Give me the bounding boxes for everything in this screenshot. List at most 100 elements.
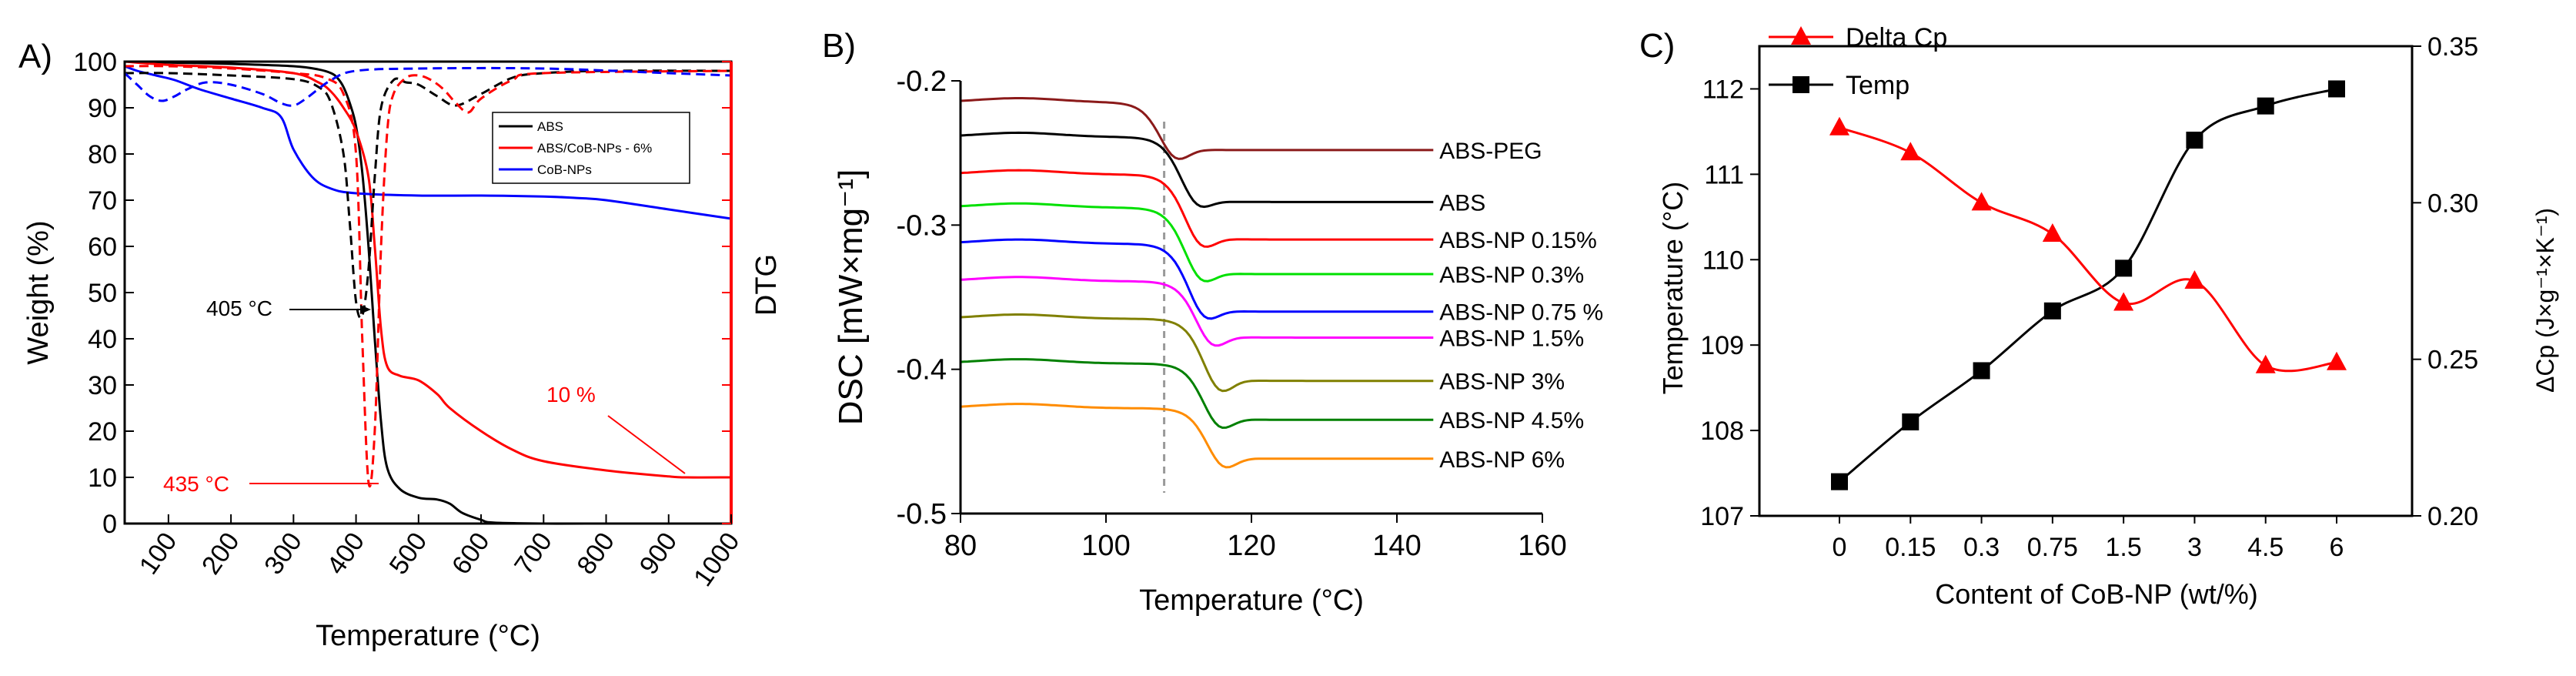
y-tick-label-40: 40 xyxy=(88,325,117,354)
x-tick-label-600: 600 xyxy=(446,527,496,580)
panel-a-letter: A) xyxy=(18,38,52,75)
x-tick-label-0-75: 0.75 xyxy=(2027,533,2078,562)
series-label-abs-np-3: ABS-NP 3% xyxy=(1439,370,1565,395)
x-tick-label-3: 3 xyxy=(2187,533,2202,562)
x-tick-label-0: 0 xyxy=(1833,533,1847,562)
series-delta-cp xyxy=(1839,126,2337,373)
legend-label-cob: CoB-NPs xyxy=(537,162,592,177)
series-label-abs-np-4-5: ABS-NP 4.5% xyxy=(1439,408,1584,433)
series-label-abs-np-6: ABS-NP 6% xyxy=(1439,447,1565,473)
x-tick-label-0-3: 0.3 xyxy=(1963,533,2000,562)
series-label-abs-np-1-5: ABS-NP 1.5% xyxy=(1439,326,1584,351)
panel-a-dtg-label: DTG xyxy=(750,254,783,316)
point-delta-cp-6 xyxy=(2327,351,2347,370)
y-tick-label-108: 108 xyxy=(1700,417,1744,446)
x-tick-label-80: 80 xyxy=(944,530,977,562)
panel-c-x-label: Content of CoB-NP (wt/%) xyxy=(1935,578,2257,610)
series-label-abs-np-0-15: ABS-NP 0.15% xyxy=(1439,228,1597,253)
y-tick-label--0.3: -0.3 xyxy=(897,209,947,242)
point-temp-3 xyxy=(2186,132,2203,149)
x-tick-label-800: 800 xyxy=(571,527,620,580)
panel-b-x-ticks: 80 100 120 140 160 xyxy=(944,514,1567,562)
x-tick-label-700: 700 xyxy=(509,527,558,580)
y-tick-label-60: 60 xyxy=(88,233,117,262)
y-tick-label-50: 50 xyxy=(88,279,117,308)
panel-b-x-label: Temperature (°C) xyxy=(1139,584,1364,617)
series-abs-np-3 xyxy=(960,313,1434,393)
panel-a-tga: A) 100 200 300 400 500 600 700 800 900 1000 0 10 20… xyxy=(18,38,783,652)
point-delta-cp-0-15 xyxy=(1900,142,1921,161)
annotation-405-arrowhead xyxy=(360,305,371,314)
y2-tick-label-0.35: 0.35 xyxy=(2427,32,2478,62)
series-abs-cob-nps-6 xyxy=(124,60,732,479)
x-tick-label-140: 140 xyxy=(1372,530,1421,562)
legend-label-temp: Temp xyxy=(1846,71,1909,100)
series-label-abs: ABS xyxy=(1439,190,1485,216)
y-tick-label-70: 70 xyxy=(88,186,117,216)
y-tick-label-90: 90 xyxy=(88,94,117,123)
y-tick-label-30: 30 xyxy=(88,371,117,400)
point-delta-cp-4-5 xyxy=(2255,354,2276,373)
point-temp-0-75 xyxy=(2043,302,2061,320)
x-tick-label-1000: 1000 xyxy=(688,527,746,592)
x-tick-label-500: 500 xyxy=(384,527,433,580)
x-tick-label-0-15: 0.15 xyxy=(1885,533,1936,562)
point-delta-cp-0-75 xyxy=(2042,223,2063,242)
x-tick-label-200: 200 xyxy=(196,527,246,580)
y-tick-label-107: 107 xyxy=(1700,502,1744,531)
panel-a-y-ticks: 0 10 20 30 40 50 60 70 80 90 100 xyxy=(73,48,731,539)
legend-label-abs-cob: ABS/CoB-NPs - 6% xyxy=(537,141,652,156)
x-tick-label-300: 300 xyxy=(259,527,308,580)
series-label-abs-peg: ABS-PEG xyxy=(1439,139,1542,164)
point-temp-0-15 xyxy=(1902,413,1919,430)
x-tick-label-100: 100 xyxy=(134,527,183,580)
y-tick-label--0.4: -0.4 xyxy=(897,354,947,387)
panel-a-y-label: Weight (%) xyxy=(22,220,55,364)
series-abs-peg xyxy=(960,97,1434,160)
panel-b-plot-bg xyxy=(961,81,1542,514)
legend-label-delta-cp: Delta Cp xyxy=(1846,23,1947,52)
panel-c-letter: C) xyxy=(1639,27,1675,65)
series-label-abs-np-0-3: ABS-NP 0.3% xyxy=(1439,263,1584,288)
point-delta-cp-3 xyxy=(2184,270,2205,289)
y-tick-label-20: 20 xyxy=(88,417,117,447)
panel-b-marks: ABS-PEG ABS ABS-NP 0.15% ABS-NP 0.3% ABS-NP … xyxy=(960,97,1603,493)
y2-tick-label-0.25: 0.25 xyxy=(2427,346,2478,375)
point-temp-1-5 xyxy=(2115,259,2133,277)
panel-b-letter: B) xyxy=(822,27,856,65)
series-abs-np-0-3 xyxy=(960,202,1434,283)
y-tick-label--0.5: -0.5 xyxy=(897,498,947,530)
series-abs xyxy=(960,131,1434,209)
panel-a-x-ticks: 100 200 300 400 500 600 700 800 900 1000 xyxy=(134,514,746,592)
panel-b-y-label: DSC [mW×mg⁻¹] xyxy=(832,169,870,425)
panel-a-legend: ABS ABS/CoB-NPs - 6% CoB-NPs xyxy=(492,112,690,184)
series-abs-np-4-5 xyxy=(960,358,1434,430)
legend-label-abs: ABS xyxy=(537,119,563,134)
panel-c-y2-ticks: 0.20 0.25 0.30 0.35 xyxy=(2412,32,2478,531)
y-tick-label-110: 110 xyxy=(1702,246,1744,275)
annotation-405: 405 °C xyxy=(206,296,272,320)
y-tick-label-100: 100 xyxy=(73,48,117,77)
panel-c-cp: C) 0 0.15 0.3 0.75 1.5 3 4.5 6 1071081091101111… xyxy=(1639,23,2559,610)
point-delta-cp-0 xyxy=(1829,116,1849,136)
x-tick-label-1-5: 1.5 xyxy=(2106,533,2142,562)
x-tick-label-160: 160 xyxy=(1518,530,1566,562)
panel-c-legend: Delta Cp Temp xyxy=(1769,23,1947,100)
y-tick-label-0: 0 xyxy=(102,510,117,539)
y-tick-label-109: 109 xyxy=(1700,331,1744,360)
x-tick-label-400: 400 xyxy=(321,527,370,580)
series-cob-nps xyxy=(124,65,732,220)
panel-b-y-ticks: -0.2 -0.3 -0.4 -0.5 xyxy=(897,65,961,530)
panel-c-y-label: Temperature (°C) xyxy=(1657,182,1689,394)
panel-c-x-ticks: 0 0.15 0.3 0.75 1.5 3 4.5 6 xyxy=(1833,516,2344,562)
x-tick-label-4-5: 4.5 xyxy=(2247,533,2284,562)
annotation-10-percent: 10 % xyxy=(546,383,596,407)
panel-c-frame xyxy=(1758,45,2414,517)
x-tick-label-100: 100 xyxy=(1081,530,1130,562)
x-tick-label-900: 900 xyxy=(634,527,683,580)
legend-marker-delta-cp xyxy=(1791,26,1811,45)
annotation-10-percent-line xyxy=(607,415,686,474)
panel-c-marks xyxy=(1829,80,2347,490)
